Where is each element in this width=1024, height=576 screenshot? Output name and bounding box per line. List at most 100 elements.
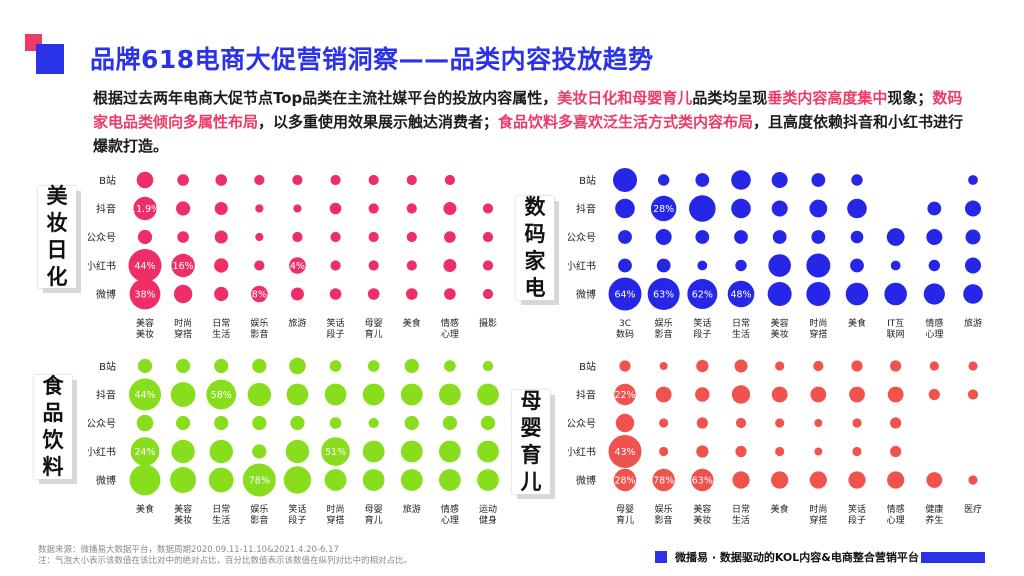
- category-axis-label: 美妆: [771, 328, 789, 340]
- category-label-char: 食: [42, 374, 64, 398]
- category-axis-label: 笑话: [693, 317, 711, 329]
- desc-highlight: 美妆日化和母婴育儿: [557, 89, 693, 107]
- bubble: [170, 382, 196, 407]
- bubble-value-label: 16%: [173, 261, 194, 272]
- category-axis-label: 旅游: [288, 317, 306, 329]
- category-axis-label: 美妆: [174, 514, 192, 526]
- platform-label: 小红书: [88, 446, 116, 459]
- category-label-char: 育: [520, 443, 542, 467]
- bubble: [171, 439, 195, 464]
- bubble: [368, 417, 379, 429]
- category-axis-label: 母婴: [365, 504, 383, 515]
- bubble: [252, 358, 267, 374]
- bubble: [965, 229, 981, 245]
- bubble: [809, 471, 827, 489]
- bubble: [696, 359, 709, 373]
- bubble: [613, 468, 637, 492]
- category-axis-label: 育儿: [365, 514, 383, 526]
- brand-square-icon: [655, 551, 667, 563]
- bubble: [771, 386, 788, 403]
- bubble: [405, 288, 418, 300]
- category-axis-label: 数码: [616, 328, 634, 340]
- bubble: [767, 282, 792, 306]
- bubble: [890, 417, 902, 429]
- bubble: [928, 388, 940, 401]
- platform-label: 抖音: [96, 203, 116, 216]
- category-axis-label: 母婴: [365, 318, 383, 329]
- bubble: [362, 440, 385, 463]
- bubble: [615, 198, 635, 219]
- category-axis-label: 美容: [136, 317, 154, 329]
- bubble: [171, 253, 195, 278]
- bubble: [176, 201, 191, 216]
- bubble-value-label: 64%: [614, 290, 635, 301]
- bubble: [806, 282, 831, 306]
- bubble: [771, 471, 789, 489]
- category-axis-label: 联网: [887, 329, 905, 340]
- bubble: [659, 418, 669, 428]
- platform-label: 微博: [576, 288, 596, 301]
- category-axis-label: 穿搭: [809, 514, 827, 526]
- category-axis-label: 笑话: [327, 317, 345, 329]
- bubble: [809, 199, 828, 218]
- bubble: [735, 417, 747, 429]
- bubble: [687, 279, 718, 309]
- bubble: [130, 437, 160, 466]
- category-label-digital: 数码家电: [516, 195, 554, 300]
- category-label-text: 食品饮料: [43, 373, 64, 481]
- bubble: [329, 288, 342, 300]
- bubble: [852, 446, 862, 457]
- category-label-char: 料: [42, 455, 64, 479]
- bubble: [696, 445, 709, 458]
- bubble: [438, 440, 461, 463]
- bubble: [850, 230, 864, 244]
- platform-label: 微博: [576, 474, 596, 487]
- bubble: [647, 278, 680, 310]
- bubble: [444, 231, 456, 243]
- bubble: [890, 360, 902, 372]
- bubble: [926, 229, 943, 245]
- category-axis-label: 美食: [403, 317, 421, 329]
- bubble-value-label: 24%: [134, 447, 155, 458]
- bubble: [477, 440, 499, 463]
- category-axis-label: 娱乐: [250, 317, 268, 329]
- bubble: [482, 288, 494, 300]
- bubble: [406, 260, 417, 271]
- brand-text: 微播易 · 数据驱动的KOL内容&电商整合营销平台: [675, 551, 919, 564]
- category-axis-label: 生活: [732, 514, 750, 526]
- bubble: [136, 171, 154, 189]
- bubble: [367, 288, 380, 300]
- category-axis-label: 笑话: [288, 503, 306, 515]
- platform-label: 微博: [96, 474, 116, 487]
- bubble: [727, 280, 755, 308]
- bubble: [292, 174, 303, 186]
- category-label-char: 妆: [46, 211, 68, 235]
- bubble: [137, 229, 153, 245]
- bubble: [404, 358, 419, 374]
- bubble: [810, 386, 827, 403]
- category-label-char: 饮: [42, 428, 64, 452]
- bubble: [613, 168, 637, 192]
- bubble: [480, 415, 496, 431]
- bubble: [659, 362, 668, 370]
- bubble: [292, 231, 303, 243]
- bubble: [482, 203, 494, 214]
- category-axis-label: 时尚: [809, 317, 827, 329]
- category-axis-label: 美食: [136, 503, 154, 515]
- category-axis-label: 养生: [925, 514, 943, 526]
- bubble: [695, 387, 710, 402]
- platform-label: 抖音: [96, 389, 116, 402]
- bubble: [406, 174, 417, 186]
- bubble: [214, 415, 229, 431]
- bubble: [362, 469, 385, 491]
- desc-part: 现象；: [887, 89, 933, 107]
- bubble: [324, 469, 347, 491]
- bubble-value-label: 78%: [249, 476, 270, 487]
- platform-label: B站: [579, 174, 596, 187]
- bubble-value-label: 22%: [614, 390, 635, 401]
- category-axis-label: 时尚: [327, 503, 345, 515]
- platform-label: 公众号: [568, 232, 596, 244]
- bubble: [252, 415, 267, 431]
- bubble: [173, 284, 193, 304]
